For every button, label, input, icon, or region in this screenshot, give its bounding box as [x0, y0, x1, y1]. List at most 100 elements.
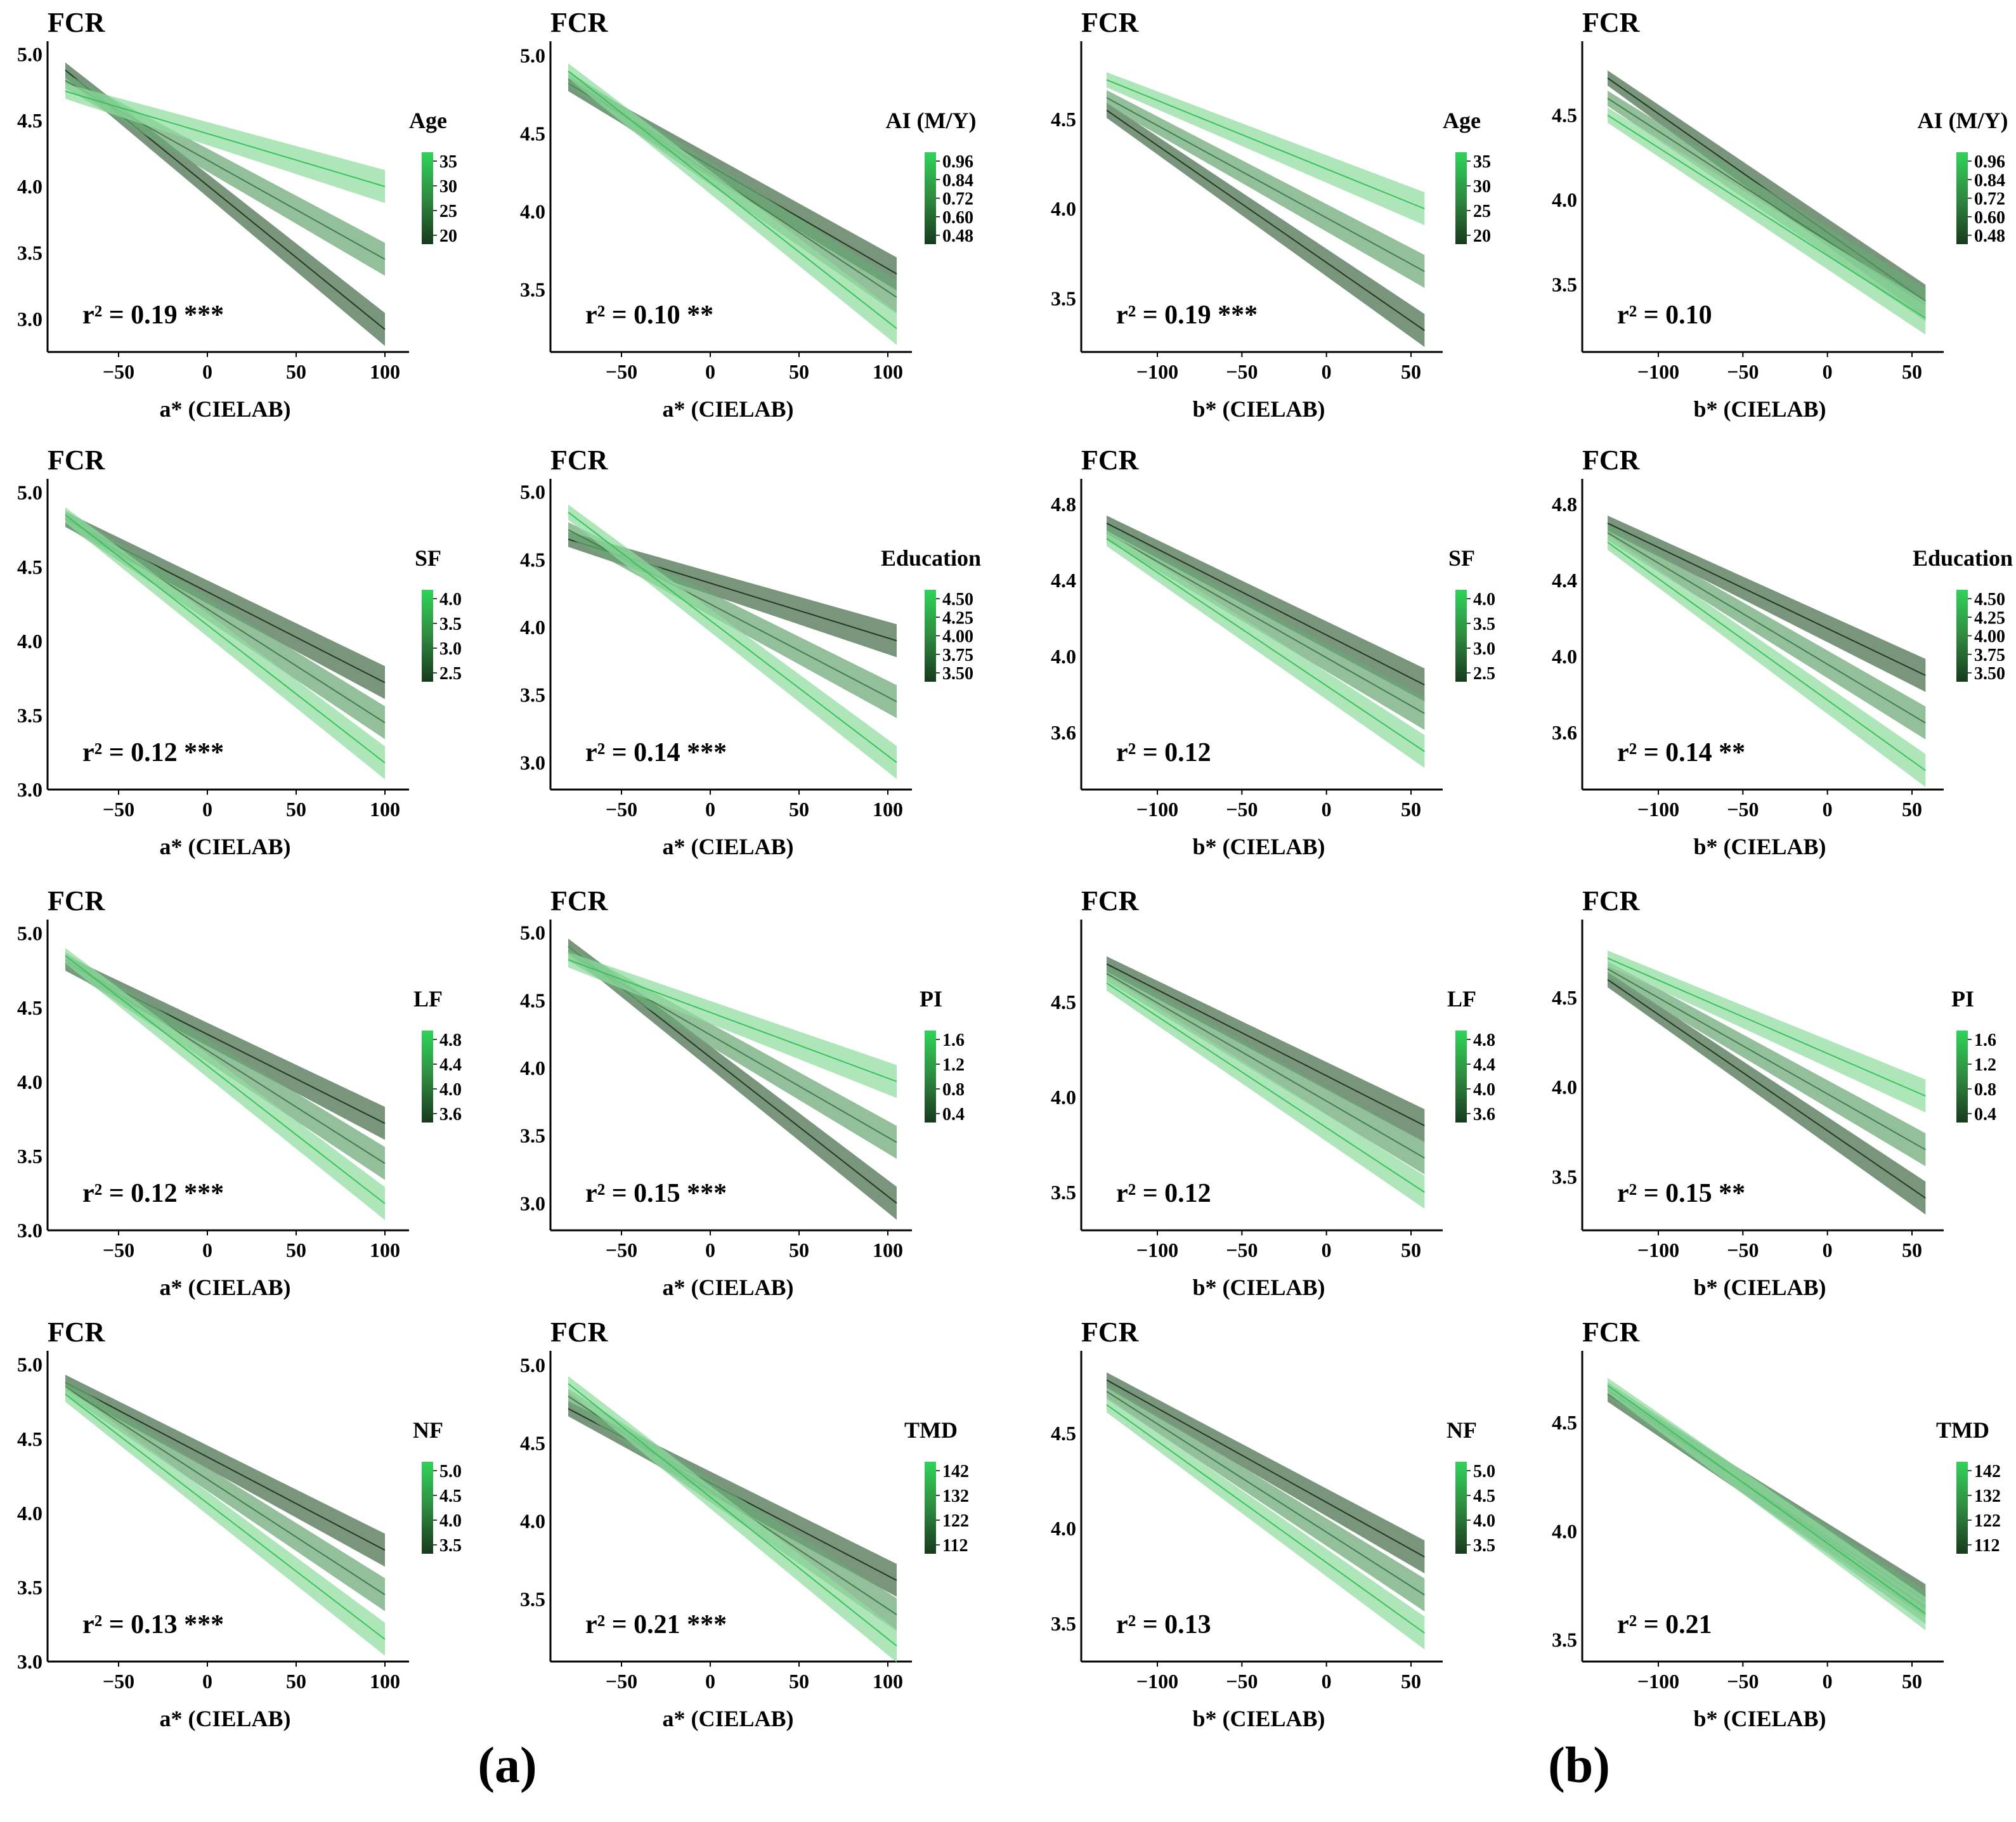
- y-tick-label: 3.5: [17, 1576, 42, 1599]
- y-tick-label: 4.5: [520, 548, 545, 571]
- y-tick-label: 5.0: [17, 1353, 42, 1376]
- ci-band-high: [1107, 531, 1425, 768]
- moderator-title: TMD: [904, 1417, 958, 1443]
- regression-line-high: [568, 70, 897, 329]
- colorbar-tick-label: 4.0: [439, 1511, 462, 1531]
- r-squared-label: r² = 0.19 ***: [82, 301, 224, 330]
- x-tick-label: −100: [1637, 1670, 1679, 1693]
- x-tick-label: −50: [103, 360, 134, 383]
- colorbar-tick-label: 0.8: [942, 1080, 965, 1100]
- y-tick-label: 3.0: [17, 1650, 42, 1673]
- colorbar-tick-label: 3.5: [439, 1536, 462, 1556]
- colorbar-tick-label: 4.8: [439, 1031, 462, 1050]
- x-tick-label: 50: [1401, 798, 1421, 821]
- colorbar-tick-label: 4.8: [1473, 1031, 1495, 1050]
- y-tick-label: 3.5: [1051, 1612, 1076, 1635]
- x-tick-label: 0: [705, 1239, 715, 1261]
- y-tick-label: 4.0: [1552, 1519, 1577, 1542]
- r-squared-label: r² = 0.12: [1116, 738, 1211, 767]
- y-tick-label: 4.5: [1051, 1422, 1076, 1445]
- colorbar-tick-label: 0.60: [1974, 208, 2005, 228]
- r-squared-label: r² = 0.13 ***: [82, 1610, 224, 1639]
- x-tick-label: −100: [1136, 798, 1178, 821]
- colorbar-tick-label: 4.50: [1974, 590, 2005, 609]
- chart-panel-1: FCR 3.0 3.5 4.0 4.5 5.0 −50 0 50 100 a* (CIELAB) r²…: [17, 7, 457, 422]
- regression-line-high: [1607, 542, 1926, 771]
- regression-line-low: [1106, 1379, 1425, 1558]
- colorbar-tick-label: 1.2: [942, 1055, 965, 1075]
- colorbar-tick-label: 4.50: [942, 590, 973, 609]
- colorbar-tick-label: 0.72: [942, 190, 973, 209]
- moderator-title: SF: [415, 545, 441, 571]
- colorbar-tick-label: 2.5: [1473, 664, 1495, 684]
- colorbar-tick-label: 4.4: [1473, 1055, 1495, 1075]
- y-tick-label: 4.5: [17, 556, 42, 578]
- x-tick-label: −50: [1226, 1239, 1258, 1261]
- colorbar-tick-label: 112: [1974, 1536, 2000, 1556]
- x-tick-label: 50: [789, 360, 809, 383]
- chart-panel-7: FCR 3.6 4.0 4.4 4.8 −100 −50 0 50 b* (CIELAB) r² =…: [1051, 445, 1495, 859]
- r-squared-label: r² = 0.19 ***: [1116, 301, 1258, 330]
- colorbar-tick-label: 20: [439, 226, 457, 246]
- x-tick-label: 50: [1401, 1239, 1421, 1261]
- colorbar-tick-label: 5.0: [439, 1462, 462, 1481]
- y-tick-label: 4.0: [1552, 1076, 1577, 1098]
- colorbar-tick-label: 1.6: [1974, 1031, 1996, 1050]
- colorbar-tick-label: 4.00: [942, 627, 973, 647]
- x-tick-label: −50: [606, 360, 637, 383]
- x-axis-title: b* (CIELAB): [1192, 1706, 1325, 1731]
- moderator-title: LF: [413, 986, 443, 1012]
- colorbar-tick-label: 3.6: [1473, 1105, 1495, 1124]
- chart-panel-16: FCR 3.5 4.0 4.5 −100 −50 0 50 b* (CIELAB) r² = 0.…: [1552, 1317, 2001, 1731]
- colorbar-tick-label: 3.50: [942, 664, 973, 684]
- colorbar-tick-label: 4.5: [439, 1487, 462, 1506]
- ci-band-low: [1608, 516, 1926, 692]
- ci-band-low: [65, 511, 385, 700]
- y-axis-title: FCR: [1081, 1317, 1140, 1348]
- colorbar-tick-label: 4.0: [439, 1080, 462, 1100]
- x-tick-label: 50: [1401, 1670, 1421, 1693]
- regression-line-mid: [1106, 973, 1425, 1159]
- x-tick-label: 50: [286, 1239, 306, 1261]
- colorbar-tick-label: 0.96: [942, 152, 973, 172]
- y-tick-label: 3.0: [17, 778, 42, 801]
- regression-line-high: [1106, 79, 1425, 210]
- chart-panel-2: FCR 3.5 4.0 4.5 5.0 −50 0 50 100 a* (CIELAB) r² = …: [520, 7, 976, 422]
- colorbar-tick-label: 112: [942, 1536, 968, 1556]
- colorbar-tick-label: 0.4: [1974, 1105, 1996, 1124]
- colorbar-tick-label: 4.0: [439, 590, 462, 609]
- x-tick-label: 100: [370, 1670, 400, 1693]
- y-tick-label: 3.0: [17, 308, 42, 330]
- regression-line-high: [65, 955, 386, 1204]
- colorbar-tick-label: 0.60: [942, 208, 973, 228]
- regression-line-high: [1607, 114, 1926, 319]
- chart-panel-9: FCR 3.0 3.5 4.0 4.5 5.0 −50 0 50 100 a* (CIELAB) r²…: [17, 885, 462, 1300]
- y-tick-label: 3.6: [1051, 721, 1076, 744]
- colorbar-tick-label: 0.48: [942, 226, 973, 246]
- x-tick-label: 50: [789, 798, 809, 821]
- colorbar-tick-label: 30: [439, 177, 457, 197]
- x-tick-label: 50: [286, 798, 306, 821]
- x-axis-title: b* (CIELAB): [1693, 1706, 1826, 1731]
- colorbar-tick-label: 5.0: [1473, 1462, 1495, 1481]
- colorbar-tick-label: 0.84: [1974, 171, 2005, 190]
- colorbar-tick-label: 2.5: [439, 664, 462, 684]
- chart-panel-14: FCR 3.5 4.0 4.5 5.0 −50 0 50 100 a* (CIELAB) r² = …: [520, 1317, 969, 1731]
- moderator-title: LF: [1447, 986, 1476, 1012]
- colorbar: [925, 1031, 936, 1122]
- y-tick-label: 3.5: [1051, 1181, 1076, 1204]
- y-tick-label: 4.8: [1552, 493, 1577, 516]
- y-tick-label: 4.0: [1051, 645, 1076, 668]
- x-tick-label: 0: [202, 360, 212, 383]
- colorbar-tick-label: 0.4: [942, 1105, 965, 1124]
- y-tick-label: 4.5: [17, 1428, 42, 1450]
- colorbar-tick-label: 20: [1473, 226, 1491, 246]
- y-axis-title: FCR: [1582, 885, 1641, 916]
- colorbar: [925, 590, 936, 682]
- ci-band-high: [65, 507, 385, 779]
- x-tick-label: 0: [1322, 1670, 1332, 1693]
- y-axis-title: FCR: [550, 1317, 609, 1348]
- ci-band-mid: [1608, 961, 1926, 1166]
- r-squared-label: r² = 0.12 ***: [82, 1179, 224, 1208]
- y-tick-label: 4.5: [1051, 108, 1076, 131]
